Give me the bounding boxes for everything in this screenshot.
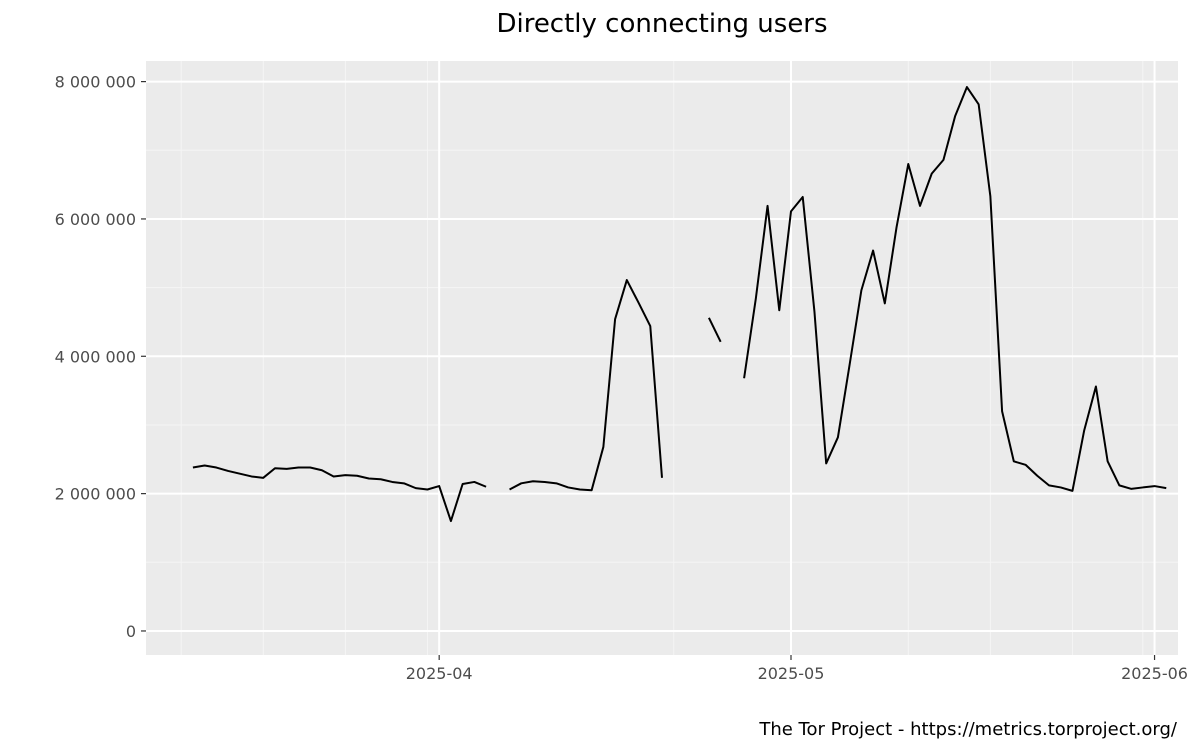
series-line-segment-1 [192,464,487,523]
series-lines [192,86,1167,523]
y-tick-label: 2 000 000 [55,485,136,504]
y-tick-label: 6 000 000 [55,210,136,229]
x-tick-label: 2025-04 [406,664,473,683]
y-tick-label: 8 000 000 [55,73,136,92]
chart-caption: The Tor Project - https://metrics.torpro… [758,719,1178,740]
y-tick-label: 4 000 000 [55,347,136,366]
x-tick-label: 2025-05 [758,664,825,683]
chart-title: Directly connecting users [496,9,827,39]
series-line-segment-4 [743,86,1167,492]
series-line-segment-3 [708,317,722,343]
minor-grid [146,61,1178,655]
x-axis: 2025-04 2025-05 2025-06 [406,655,1188,683]
plot-panel [146,61,1178,655]
y-axis: 0 2 000 000 4 000 000 6 000 000 8 000 000 [55,73,146,641]
series-line-segment-2 [509,279,663,492]
y-tick-label: 0 [126,622,136,641]
major-grid [146,61,1178,655]
x-tick-label: 2025-06 [1121,664,1188,683]
